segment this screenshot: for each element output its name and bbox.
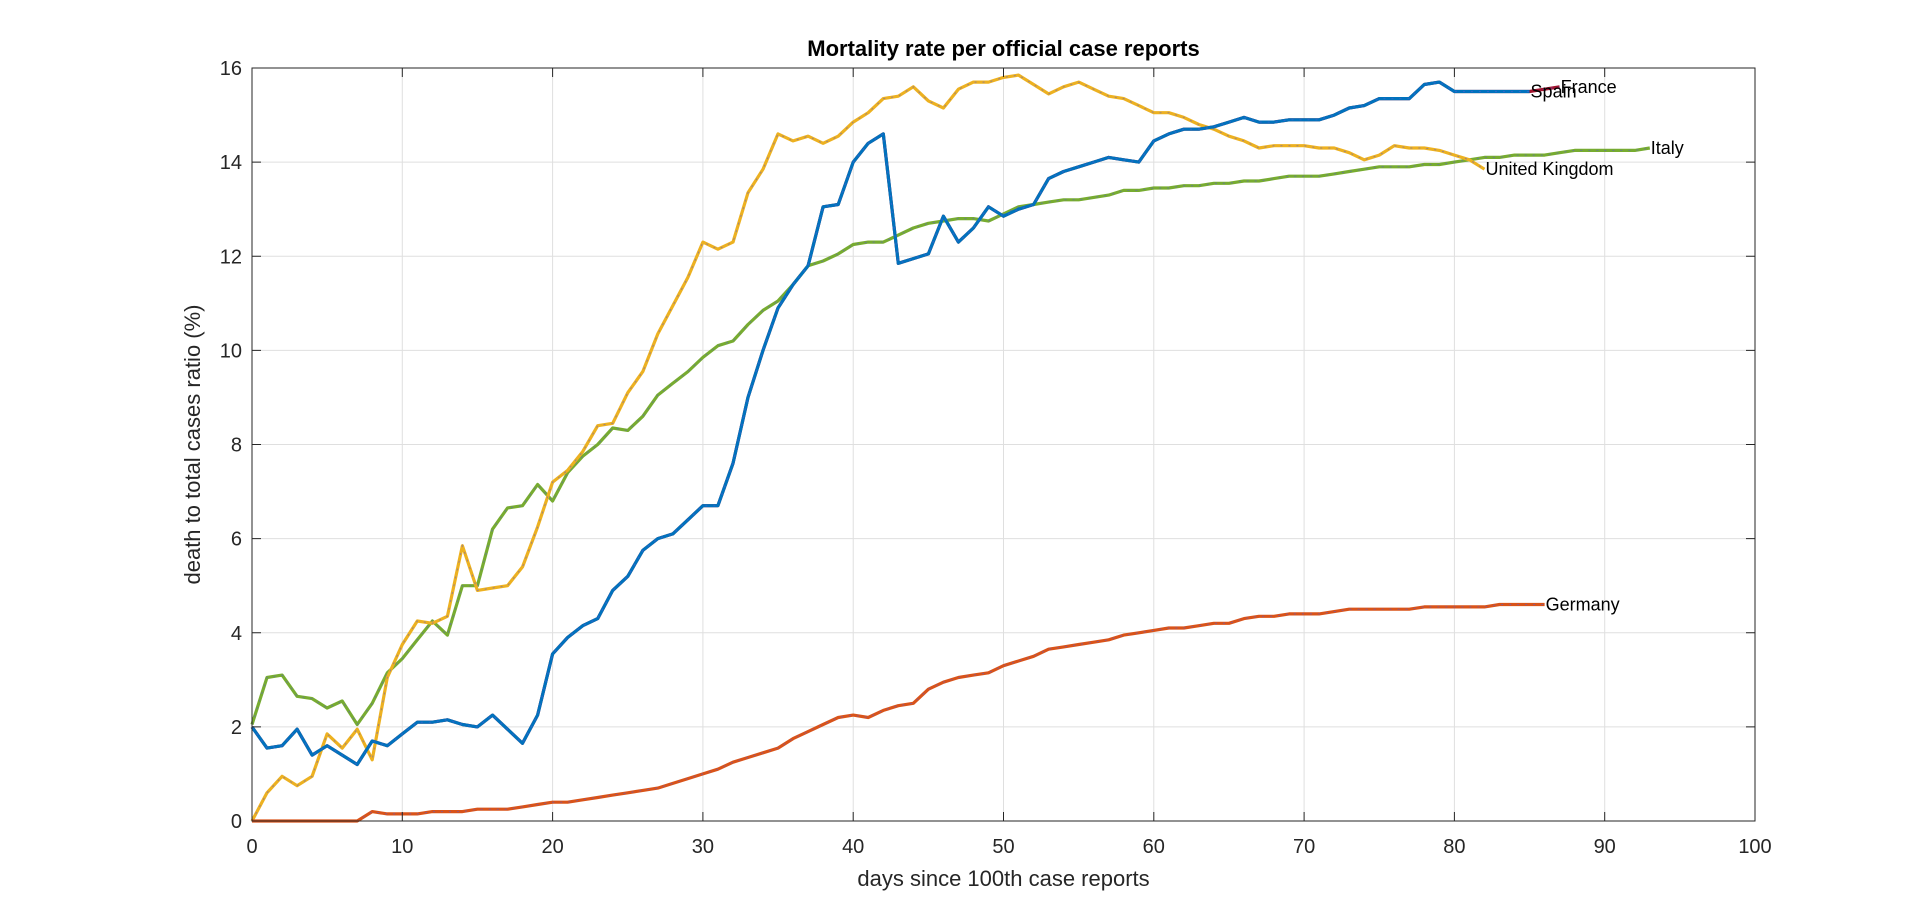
x-tick-label: 30: [692, 836, 714, 858]
chart-title: Mortality rate per official case reports: [807, 36, 1199, 61]
series-line-germany: [252, 602, 1545, 823]
series-markers-united-kingdom: [251, 74, 1485, 822]
y-tick-label: 4: [231, 623, 242, 645]
y-tick-label: 2: [231, 717, 242, 739]
x-tick-label: 0: [246, 836, 257, 858]
series-line-italy: [250, 146, 1651, 727]
x-tick-label: 80: [1443, 836, 1465, 858]
x-tick-label: 50: [992, 836, 1014, 858]
series-end-labels: France Italy United Kingdom Spain Germany: [1485, 77, 1683, 615]
x-tick-label: 40: [842, 836, 864, 858]
series-label-italy: Italy: [1651, 138, 1684, 158]
x-tick-label: 100: [1738, 836, 1771, 858]
series-lines: [250, 73, 1651, 823]
y-tick-label: 14: [220, 152, 242, 174]
y-tick-label: 10: [220, 340, 242, 362]
x-tick-label: 10: [391, 836, 413, 858]
y-tick-label: 8: [231, 435, 242, 457]
x-tick-label: 20: [541, 836, 563, 858]
y-tick-label: 16: [220, 58, 242, 80]
axis-ticks: 0 10 20 30 40 50 60 70 80 90 100 0 2 4 6 8 10 12 14 16: [220, 58, 1772, 858]
y-tick-label: 12: [220, 246, 242, 268]
x-tick-label: 70: [1293, 836, 1315, 858]
y-axis-label: death to total cases ratio (%): [180, 304, 205, 584]
x-axis-label: days since 100th case reports: [857, 866, 1149, 891]
y-tick-label: 6: [231, 529, 242, 551]
x-tick-label: 60: [1143, 836, 1165, 858]
series-label-france: France: [1561, 77, 1617, 97]
series-label-spain: Spain: [1531, 82, 1577, 102]
series-label-united-kingdom: United Kingdom: [1485, 159, 1613, 179]
y-tick-label: 0: [231, 811, 242, 833]
series-label-germany: Germany: [1546, 595, 1620, 615]
x-tick-label: 90: [1594, 836, 1616, 858]
series-markers-spain: [251, 81, 1530, 766]
